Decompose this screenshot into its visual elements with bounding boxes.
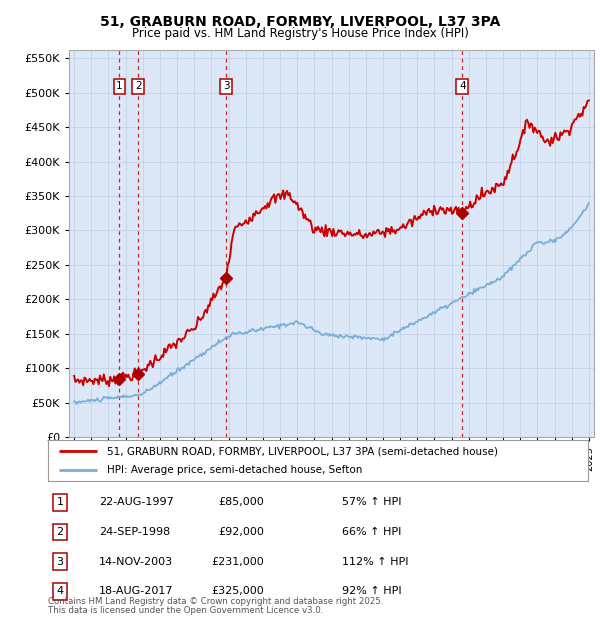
Text: 92% ↑ HPI: 92% ↑ HPI (342, 587, 401, 596)
Text: This data is licensed under the Open Government Licence v3.0.: This data is licensed under the Open Gov… (48, 606, 323, 615)
Text: 24-SEP-1998: 24-SEP-1998 (99, 527, 170, 537)
Text: 4: 4 (459, 81, 466, 91)
Text: £85,000: £85,000 (218, 497, 264, 507)
Text: 18-AUG-2017: 18-AUG-2017 (99, 587, 173, 596)
Text: HPI: Average price, semi-detached house, Sefton: HPI: Average price, semi-detached house,… (107, 466, 363, 476)
Text: 2: 2 (135, 81, 142, 91)
Text: 66% ↑ HPI: 66% ↑ HPI (342, 527, 401, 537)
Text: 2: 2 (56, 527, 64, 537)
Text: 1: 1 (116, 81, 123, 91)
Text: 14-NOV-2003: 14-NOV-2003 (99, 557, 173, 567)
Text: 3: 3 (223, 81, 230, 91)
Text: £231,000: £231,000 (211, 557, 264, 567)
Text: £92,000: £92,000 (218, 527, 264, 537)
Text: 57% ↑ HPI: 57% ↑ HPI (342, 497, 401, 507)
Text: 51, GRABURN ROAD, FORMBY, LIVERPOOL, L37 3PA (semi-detached house): 51, GRABURN ROAD, FORMBY, LIVERPOOL, L37… (107, 446, 499, 456)
Text: 3: 3 (56, 557, 64, 567)
Text: 51, GRABURN ROAD, FORMBY, LIVERPOOL, L37 3PA: 51, GRABURN ROAD, FORMBY, LIVERPOOL, L37… (100, 16, 500, 30)
Text: 1: 1 (56, 497, 64, 507)
Text: Price paid vs. HM Land Registry's House Price Index (HPI): Price paid vs. HM Land Registry's House … (131, 27, 469, 40)
Text: 22-AUG-1997: 22-AUG-1997 (99, 497, 174, 507)
Text: Contains HM Land Registry data © Crown copyright and database right 2025.: Contains HM Land Registry data © Crown c… (48, 597, 383, 606)
Text: £325,000: £325,000 (211, 587, 264, 596)
Text: 112% ↑ HPI: 112% ↑ HPI (342, 557, 409, 567)
Text: 4: 4 (56, 587, 64, 596)
